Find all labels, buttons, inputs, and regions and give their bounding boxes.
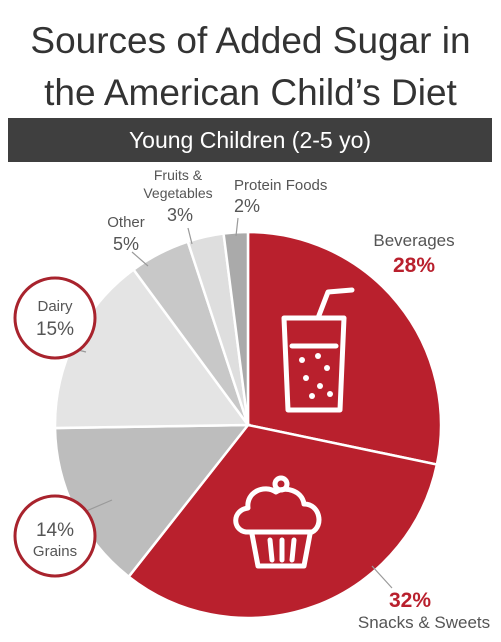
grains-label: Grains (33, 543, 77, 560)
cupcake-icon (233, 475, 322, 569)
grains-value: 14% (36, 520, 74, 541)
chart-title-line-1: Sources of Added Sugar in (30, 20, 471, 61)
pie-slice-protein-foods (222, 230, 250, 426)
leader-line-snacks (371, 565, 393, 589)
fruits-vegetables-value: 3% (167, 205, 193, 225)
beverages-label: Beverages (373, 231, 454, 250)
other-label: Other (107, 214, 145, 231)
pie-slice-snacks-sweets (126, 423, 439, 620)
dairy-highlight-circle (13, 276, 97, 360)
protein-foods-label: Protein Foods (234, 177, 327, 194)
subtitle-banner: Young Children (2-5 yo) (8, 118, 492, 162)
snacks-sweets-value: 32% (389, 589, 431, 612)
snacks-sweets-label: Snacks & Sweets (358, 613, 490, 632)
dairy-label: Dairy (37, 298, 73, 315)
leader-line-protein (235, 217, 239, 237)
leader-line-other (131, 251, 149, 267)
fruits-vegetables-label-line-2: Vegetables (143, 185, 212, 201)
pie-slices (53, 230, 443, 620)
leader-line-fruits (187, 227, 193, 245)
fruits-vegetables-label-line-1: Fruits & (154, 167, 203, 183)
beverages-value: 28% (393, 254, 435, 277)
other-value: 5% (113, 234, 139, 254)
chart-title-line-2: the American Child’s Diet (44, 72, 457, 113)
leader-line-grains (83, 499, 113, 513)
dairy-value: 15% (36, 319, 74, 340)
grains-highlight-circle (13, 494, 97, 578)
protein-foods-value: 2% (234, 196, 260, 216)
drink-cup-icon (281, 287, 355, 413)
